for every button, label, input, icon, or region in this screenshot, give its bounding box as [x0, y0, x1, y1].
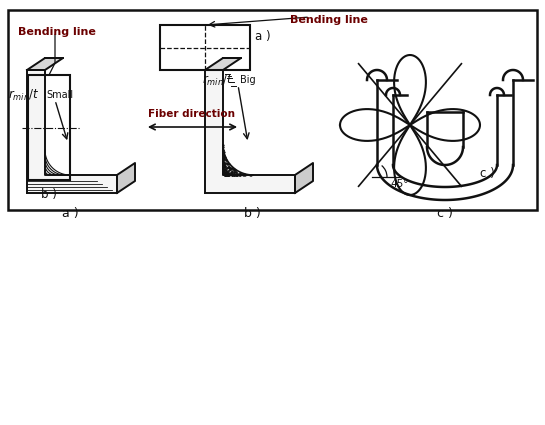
Text: c ): c ) — [437, 207, 453, 220]
Text: Big: Big — [240, 75, 256, 85]
Text: a ): a ) — [255, 30, 271, 43]
Bar — [28, 75, 70, 180]
Text: Bending line: Bending line — [290, 15, 368, 25]
Bar — [8, 10, 537, 210]
Text: b ): b ) — [244, 207, 261, 220]
Polygon shape — [205, 70, 295, 193]
Text: Bending line: Bending line — [18, 27, 96, 37]
Text: $r_{min}/t$: $r_{min}/t$ — [202, 72, 234, 88]
Polygon shape — [295, 163, 313, 193]
Text: 45°: 45° — [390, 179, 409, 189]
Bar — [160, 25, 250, 70]
Polygon shape — [205, 58, 241, 70]
Text: $r_{min}/t$: $r_{min}/t$ — [8, 88, 40, 102]
Polygon shape — [27, 70, 117, 193]
Text: Fiber direction: Fiber direction — [148, 109, 235, 119]
Text: c ): c ) — [480, 167, 495, 180]
Text: b ): b ) — [41, 188, 57, 201]
Polygon shape — [27, 58, 63, 70]
Text: a ): a ) — [62, 207, 78, 220]
Text: Small: Small — [46, 90, 73, 100]
Polygon shape — [117, 163, 135, 193]
